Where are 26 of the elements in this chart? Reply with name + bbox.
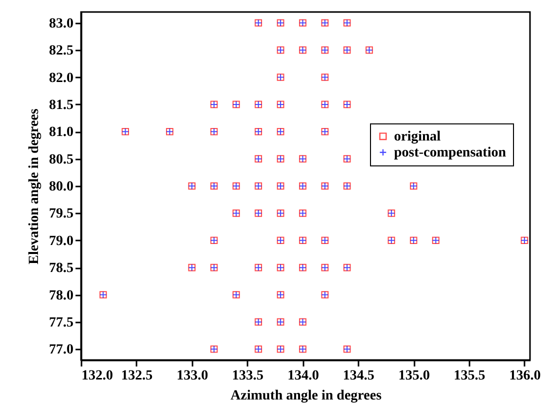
- y-tick-label: 82.0: [49, 70, 74, 86]
- x-tick-label: 135.0: [398, 368, 430, 384]
- y-tick-label: 79.5: [49, 206, 74, 222]
- y-tick-label: 78.5: [49, 261, 74, 276]
- x-tick-label: 133.5: [232, 368, 264, 384]
- x-tick-label: 133.0: [176, 368, 208, 384]
- y-tick-label: 77.0: [49, 342, 74, 358]
- y-tick-label: 82.5: [49, 44, 74, 59]
- x-tick-label: 136.0: [509, 368, 541, 384]
- y-tick-label: 83.0: [49, 16, 74, 32]
- y-tick-label: 79.0: [49, 234, 74, 249]
- y-tick-label: 80.5: [49, 152, 74, 168]
- x-axis-title: Azimuth angle in degrees: [230, 388, 382, 404]
- x-tick-label: 132.5: [121, 368, 153, 384]
- x-tick-label: 134.0: [287, 368, 319, 384]
- y-tick-label: 77.5: [49, 315, 74, 330]
- y-tick-label: 78.0: [49, 288, 74, 304]
- x-tick-label: 135.5: [454, 368, 486, 384]
- y-tick-label: 81.0: [49, 125, 74, 140]
- x-tick-label: 134.5: [342, 368, 374, 384]
- legend-label: original: [394, 129, 441, 144]
- y-tick-label: 81.5: [49, 98, 74, 113]
- legend-label: post-compensation: [394, 145, 506, 160]
- y-axis-title: Elevation angle in degrees: [27, 108, 42, 264]
- y-tick-label: 80.0: [49, 180, 74, 194]
- x-tick-label: 132.0: [82, 368, 113, 384]
